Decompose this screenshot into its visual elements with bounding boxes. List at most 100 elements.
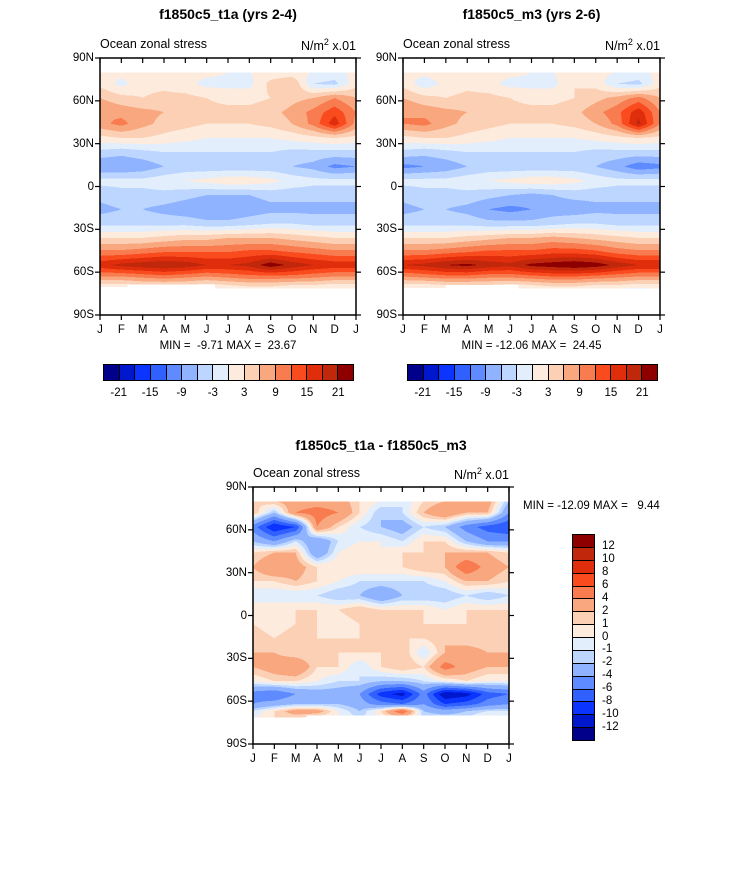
colorbar-cell [438,364,455,381]
colorbar-tick-label: -12 [602,721,619,734]
month-tick-label: A [398,753,407,765]
colorbar-cell [516,364,533,381]
month-tick-label: M [290,753,301,765]
colorbar-cell [274,364,292,381]
panel2-subtitle: Ocean zonal stress N/m2 x.01 [403,37,660,53]
colorbar-tick-label: -8 [602,695,613,708]
colorbar-cell [547,364,565,381]
y-tick-label: 90S [376,309,397,321]
month-tick-label: J [353,324,359,336]
colorbar-cell [572,701,595,716]
panel3-colorbar: 12 10 8 6 4 2 1 0 -1 -2 -4 -6 -8 -10 -12 [572,534,619,741]
colorbar-tick-label: -15 [141,387,159,399]
colorbar-cell [641,364,658,381]
month-tick-label: A [160,324,168,336]
month-tick-label: F [270,753,278,765]
month-tick-label: N [462,753,471,765]
panel2-minmax-label: MIN = -12.06 MAX = 24.45 [461,340,602,352]
field-label: Ocean zonal stress [253,466,360,480]
colorbar-cell [572,534,595,548]
panel2-title: f1850c5_m3 (yrs 2-6) [462,6,601,22]
colorbar-tick-label: 12 [602,539,615,552]
y-tick-label: 60S [376,266,397,279]
colorbar-tick-label: 6 [602,578,609,591]
colorbar-cell [572,611,595,626]
colorbar-cell [422,364,440,381]
colorbar-tick-label: -21 [414,387,431,399]
colorbar-tick-label: -9 [176,387,187,399]
colorbar-cell [563,364,580,381]
colorbar-cell [572,637,595,651]
contour-field [403,58,660,315]
unit-label: N/m2 x.01 [453,466,509,483]
colorbar-cell [118,364,136,381]
colorbar-cell [532,364,549,381]
colorbar-cell [610,364,627,381]
month-tick-label: J [528,324,535,336]
y-tick-label: 90N [225,481,247,493]
y-tick-label: 90N [375,52,397,64]
y-tick-label: 0 [240,609,247,622]
month-tick-label: F [420,324,428,336]
month-tick-label: F [117,324,125,336]
month-tick-label: M [137,324,148,336]
contour-field [100,58,356,315]
colorbar-cell [578,364,596,381]
month-tick-label: M [180,324,191,336]
month-tick-label: N [613,324,622,336]
colorbar-tick-label: 2 [602,604,609,617]
panel2-plot-area: 90N 60N 30N 0 30S 60S 90S J F M A M J J A S O N D J [376,52,665,336]
panel1-colorbar: -21 -15 -9 -3 3 9 15 21 [103,364,354,399]
colorbar-cell [165,364,183,381]
month-tick-label: O [440,753,450,765]
panel1-title: f1850c5_t1a (yrs 2-4) [159,6,297,22]
month-tick-label: J [250,753,256,765]
y-tick-label: 30N [225,566,247,579]
colorbar-cell [572,649,595,664]
colorbar-tick-label: 1 [602,617,609,630]
month-tick-label: J [378,753,384,765]
colorbar-cell [572,688,595,703]
colorbar-cell [103,364,120,381]
colorbar-cell [572,598,595,613]
colorbar-cell [572,546,595,561]
colorbar-tick-label: 15 [604,387,618,399]
colorbar-tick-label: -1 [602,643,613,656]
month-tick-label: O [591,324,601,336]
y-tick-label: 30N [375,137,397,150]
colorbar-cell [572,624,595,638]
colorbar-cell [228,364,245,381]
colorbar-cell [407,364,424,381]
colorbar-tick-label: -3 [207,387,218,399]
month-tick-label: N [309,324,318,336]
colorbar-tick-label: 21 [331,387,345,399]
month-tick-label: M [333,753,344,765]
panel3-subtitle: Ocean zonal stress N/m2 x.01 [253,466,509,482]
colorbar-tick-label: -6 [602,682,613,695]
month-tick-label: J [225,324,231,336]
colorbar-cell [572,714,595,729]
colorbar-cell [572,572,595,587]
contour-field [253,487,509,744]
month-tick-label: D [330,324,339,336]
panel2-colorbar: -21 -15 -9 -3 3 9 15 21 [407,364,658,399]
month-tick-label: A [549,324,557,336]
panel1-subtitle: Ocean zonal stress N/m2 x.01 [100,37,356,53]
month-tick-label: J [400,324,406,336]
month-tick-label: O [287,324,297,336]
month-tick-label: J [203,324,210,336]
colorbar-tick-label: 3 [240,387,248,399]
colorbar-cell [134,364,151,381]
colorbar-cell [212,364,229,381]
field-label: Ocean zonal stress [403,37,510,51]
colorbar-tick-label: 4 [602,591,609,604]
colorbar-cell [149,364,167,381]
colorbar-tick-label: -2 [602,656,613,669]
colorbar-cell [290,364,308,381]
month-tick-label: J [97,324,103,336]
colorbar-cell [572,559,595,574]
month-tick-label: J [506,753,512,765]
y-tick-label: 30N [72,137,94,150]
colorbar-tick-label: -3 [511,387,522,399]
